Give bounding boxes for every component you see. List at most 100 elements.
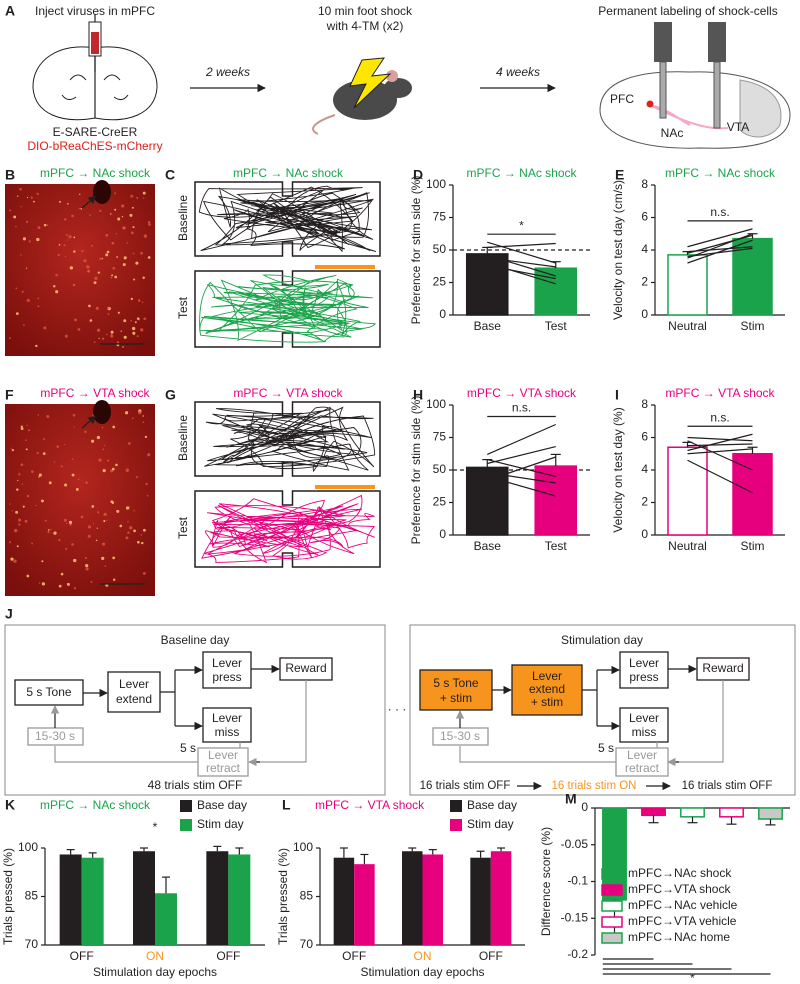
legend-swatch	[601, 884, 623, 896]
speckle	[116, 509, 120, 513]
panel-label: D	[413, 167, 423, 183]
speckle	[112, 578, 116, 581]
speckle	[94, 276, 98, 281]
box-text: retract	[625, 761, 660, 775]
speckle	[140, 328, 144, 332]
speckle	[104, 444, 106, 447]
speckle	[130, 231, 134, 235]
speckle	[105, 233, 109, 237]
track	[198, 185, 377, 253]
y-tick-label: 25	[433, 275, 447, 289]
bar	[680, 807, 705, 818]
speckle	[91, 439, 95, 443]
y-axis-label: Velocity on test day (%)	[611, 407, 625, 532]
speckle	[87, 269, 91, 273]
box-text: + stim	[531, 695, 563, 709]
x-tick-label: OFF	[479, 949, 503, 963]
y-axis-label: Trials pressed (%)	[1, 848, 15, 945]
speckle	[73, 558, 77, 563]
speckle	[37, 297, 40, 300]
speckle	[133, 278, 136, 281]
speckle	[11, 510, 13, 512]
y-tick-label: 4	[641, 462, 648, 476]
x-axis-label: Stimulation day epochs	[93, 965, 217, 979]
subject-line	[687, 459, 753, 494]
speckle	[102, 448, 105, 451]
box	[197, 747, 249, 777]
speckle	[120, 330, 122, 332]
legend-swatch	[180, 819, 192, 831]
speckle	[15, 510, 19, 514]
box-text: Reward	[285, 661, 326, 675]
y-axis-label: Trials pressed (%)	[276, 848, 290, 945]
speckle	[115, 463, 118, 467]
speckle	[50, 528, 52, 531]
track	[204, 406, 376, 473]
subject-line	[487, 472, 556, 484]
speckle	[87, 534, 91, 538]
speckle	[13, 215, 17, 219]
x-tick-label: Test	[545, 319, 568, 333]
speckle	[18, 518, 22, 522]
y-tick-label: 2	[641, 275, 648, 289]
y-tick-label: 70	[300, 937, 314, 951]
row-label: Baseline	[176, 415, 190, 461]
legend-label: mPFC→NAc home	[628, 930, 730, 944]
y-tick-label: 50	[433, 462, 447, 476]
speckle	[132, 331, 136, 335]
speckle	[87, 525, 92, 529]
y-tick-label: 0	[641, 527, 648, 541]
delay: 5 s	[180, 741, 196, 755]
speckle	[18, 473, 21, 476]
mouse-tail	[312, 114, 336, 135]
speckle	[140, 534, 143, 536]
speckle	[38, 473, 42, 477]
speckle	[64, 443, 66, 446]
speckle	[143, 528, 146, 532]
delay: 15-30 s	[440, 729, 480, 743]
chart-title: mPFC → VTA shock	[315, 798, 425, 812]
y-tick-label: 2	[641, 495, 648, 509]
speckle	[127, 520, 129, 523]
speckle	[20, 463, 24, 466]
speckle	[119, 524, 123, 528]
y-tick-label: 0	[439, 527, 446, 541]
ventricles	[61, 74, 129, 101]
speckle	[14, 528, 18, 533]
speckle	[18, 523, 21, 526]
speckle	[93, 281, 97, 285]
speckle	[64, 255, 67, 258]
speckle	[26, 196, 29, 199]
region-label: VTA	[727, 120, 749, 134]
panel-label: J	[5, 606, 13, 622]
speckle	[65, 522, 68, 524]
speckle	[142, 415, 144, 417]
panel-label: A	[5, 3, 15, 19]
subject-line	[487, 459, 556, 478]
speckle	[28, 240, 31, 243]
arrow-label: 4 weeks	[496, 65, 540, 79]
footer: 16 trials stim ON	[552, 780, 637, 792]
row-label: Baseline	[176, 195, 190, 241]
speckle	[73, 236, 76, 239]
x-tick-label: Neutral	[668, 539, 707, 553]
panel-label: B	[5, 167, 15, 183]
bar	[641, 807, 666, 817]
subject-line	[487, 446, 556, 465]
speckle	[103, 512, 107, 517]
box	[202, 707, 252, 743]
box	[14, 679, 84, 706]
speckle	[133, 529, 136, 533]
y-tick-label: -0.15	[561, 910, 589, 924]
speckle	[107, 306, 110, 310]
tracks: C mPFC → NAc shock Baseline Test G mPFC …	[165, 166, 381, 568]
box-text: Lever	[629, 656, 659, 670]
footer: 48 trials stim OFF	[148, 778, 243, 792]
y-tick-label: 6	[641, 430, 648, 444]
subject-line	[487, 242, 556, 248]
speckle	[27, 429, 31, 432]
speckle	[136, 196, 139, 199]
speckle	[143, 317, 147, 321]
speckle	[58, 584, 62, 588]
speckle	[22, 237, 26, 241]
